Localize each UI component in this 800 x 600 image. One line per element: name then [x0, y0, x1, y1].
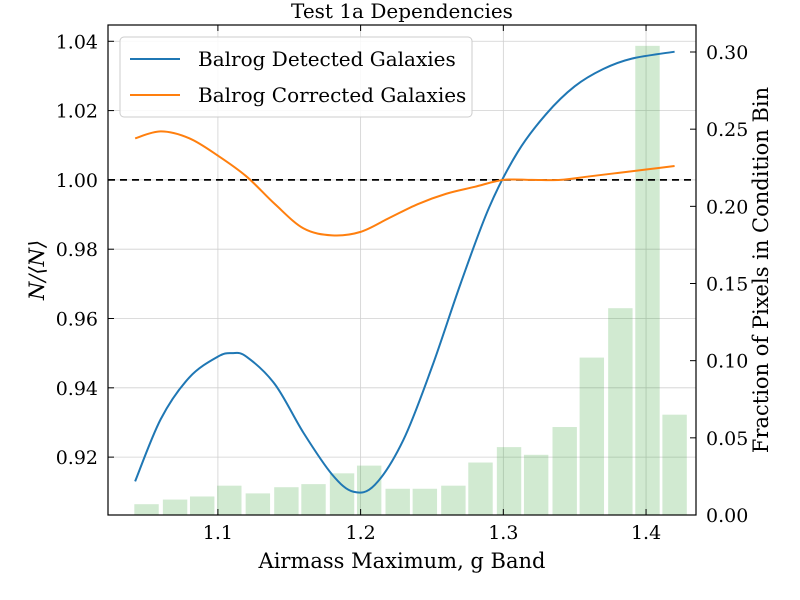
histogram-bar — [441, 485, 466, 515]
histogram — [134, 45, 687, 515]
y-right-tick-label: 0.10 — [706, 351, 748, 373]
series-layer — [134, 50, 675, 494]
histogram-bar — [468, 462, 493, 515]
plot-frame — [107, 24, 697, 516]
histogram-bar — [579, 357, 605, 515]
chart-title: Test 1a Dependencies — [291, 0, 513, 23]
y-right-tick-label: 0.25 — [706, 119, 748, 141]
histogram-bar — [662, 414, 687, 515]
legend: Balrog Detected Galaxies Balrog Corrected… — [119, 36, 473, 118]
y-right-tick-label: 0.15 — [706, 274, 748, 296]
histogram-bar — [496, 447, 522, 515]
y-left-tick-label: 1.00 — [56, 170, 98, 192]
histogram-bar — [329, 473, 355, 515]
histogram-bar — [523, 454, 549, 515]
x-tick-label: 1.4 — [631, 522, 661, 544]
y-left-tick-label: 0.98 — [56, 239, 98, 261]
series-line-corrected — [134, 130, 675, 237]
histogram-bar — [217, 485, 242, 515]
legend-label: Balrog Corrected Galaxies — [198, 83, 466, 107]
legend-box — [119, 36, 473, 118]
y-left-tick-label: 0.96 — [56, 309, 98, 331]
y-right-tick-label: 0.30 — [706, 42, 748, 64]
y-left-tick-label: 0.94 — [56, 378, 98, 400]
histogram-bar — [162, 499, 188, 515]
legend-label: Balrog Detected Galaxies — [198, 47, 456, 71]
histogram-bar — [274, 487, 299, 515]
y-axis-right-label: Fraction of Pixels in Condition Bin — [749, 87, 773, 453]
histogram-bar — [189, 496, 215, 515]
series-line-detected — [134, 50, 675, 494]
x-tick-label: 1.1 — [203, 522, 233, 544]
y-left-tick-label: 1.02 — [56, 101, 98, 123]
x-tick-label: 1.2 — [346, 522, 376, 544]
y-left-tick-label: 0.92 — [56, 447, 98, 469]
ticks: 1.1 1.2 1.3 1.4 0.92 0.94 0.96 0.98 1.00 1.02 1.04… — [56, 25, 748, 544]
y-right-tick-label: 0.05 — [706, 428, 748, 450]
histogram-bar — [552, 427, 577, 515]
y-axis-left-label: N/⟨N⟩ — [25, 240, 49, 301]
histogram-bar — [245, 493, 271, 515]
histogram-bar — [301, 484, 326, 515]
histogram-bar — [134, 504, 159, 515]
x-axis-label: Airmass Maximum, g Band — [258, 549, 546, 573]
histogram-bar — [635, 45, 660, 515]
y-right-tick-label: 0.00 — [706, 505, 748, 527]
histogram-bar — [412, 488, 438, 515]
y-left-tick-label: 1.04 — [56, 31, 98, 53]
y-right-tick-label: 0.20 — [706, 196, 748, 218]
histogram-bar — [608, 308, 633, 515]
histogram-bar — [385, 488, 410, 515]
x-tick-label: 1.3 — [488, 522, 518, 544]
